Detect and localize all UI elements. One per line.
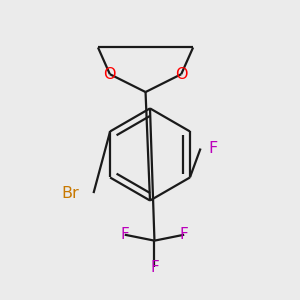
Text: O: O [103, 67, 116, 82]
Text: O: O [175, 67, 188, 82]
Text: Br: Br [61, 186, 79, 201]
Text: F: F [208, 141, 217, 156]
Text: F: F [180, 227, 189, 242]
Text: F: F [150, 260, 159, 275]
Text: F: F [120, 227, 129, 242]
